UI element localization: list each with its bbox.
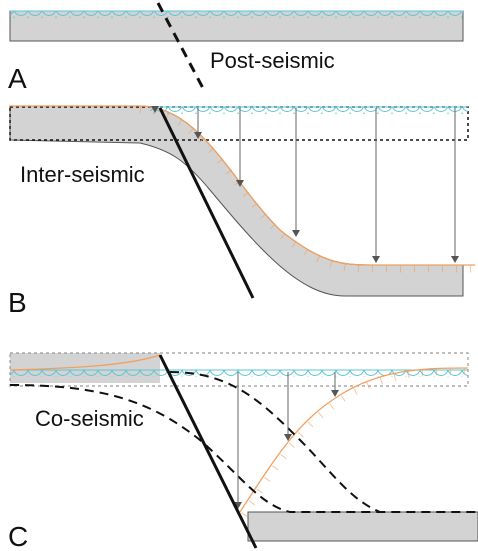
deformed-surface xyxy=(9,354,161,371)
plate xyxy=(10,353,160,383)
deformed-scallops xyxy=(241,367,473,517)
panel-label: B xyxy=(8,287,27,318)
plate xyxy=(247,511,478,542)
surface-scallops xyxy=(10,370,468,377)
dashed-profile xyxy=(9,384,478,513)
panel-a: Post-seismic A xyxy=(8,2,464,94)
arrows xyxy=(151,106,459,263)
caption: Co-seismic xyxy=(35,406,144,431)
surface-scallops xyxy=(150,107,468,114)
panel-b: Inter-seismic B xyxy=(8,105,475,318)
surface-scallops xyxy=(10,11,463,18)
panel-label: A xyxy=(8,63,27,94)
fault xyxy=(158,107,255,299)
arrows xyxy=(234,372,339,509)
caption: Post-seismic xyxy=(210,48,335,73)
deformed-surface xyxy=(239,367,469,513)
deformed-surface xyxy=(10,105,475,266)
panel-label: C xyxy=(8,521,28,551)
dashed-profile xyxy=(169,371,381,513)
caption: Inter-seismic xyxy=(20,162,145,187)
panel-c: Co-seismic C xyxy=(8,352,478,551)
fault xyxy=(158,354,258,549)
